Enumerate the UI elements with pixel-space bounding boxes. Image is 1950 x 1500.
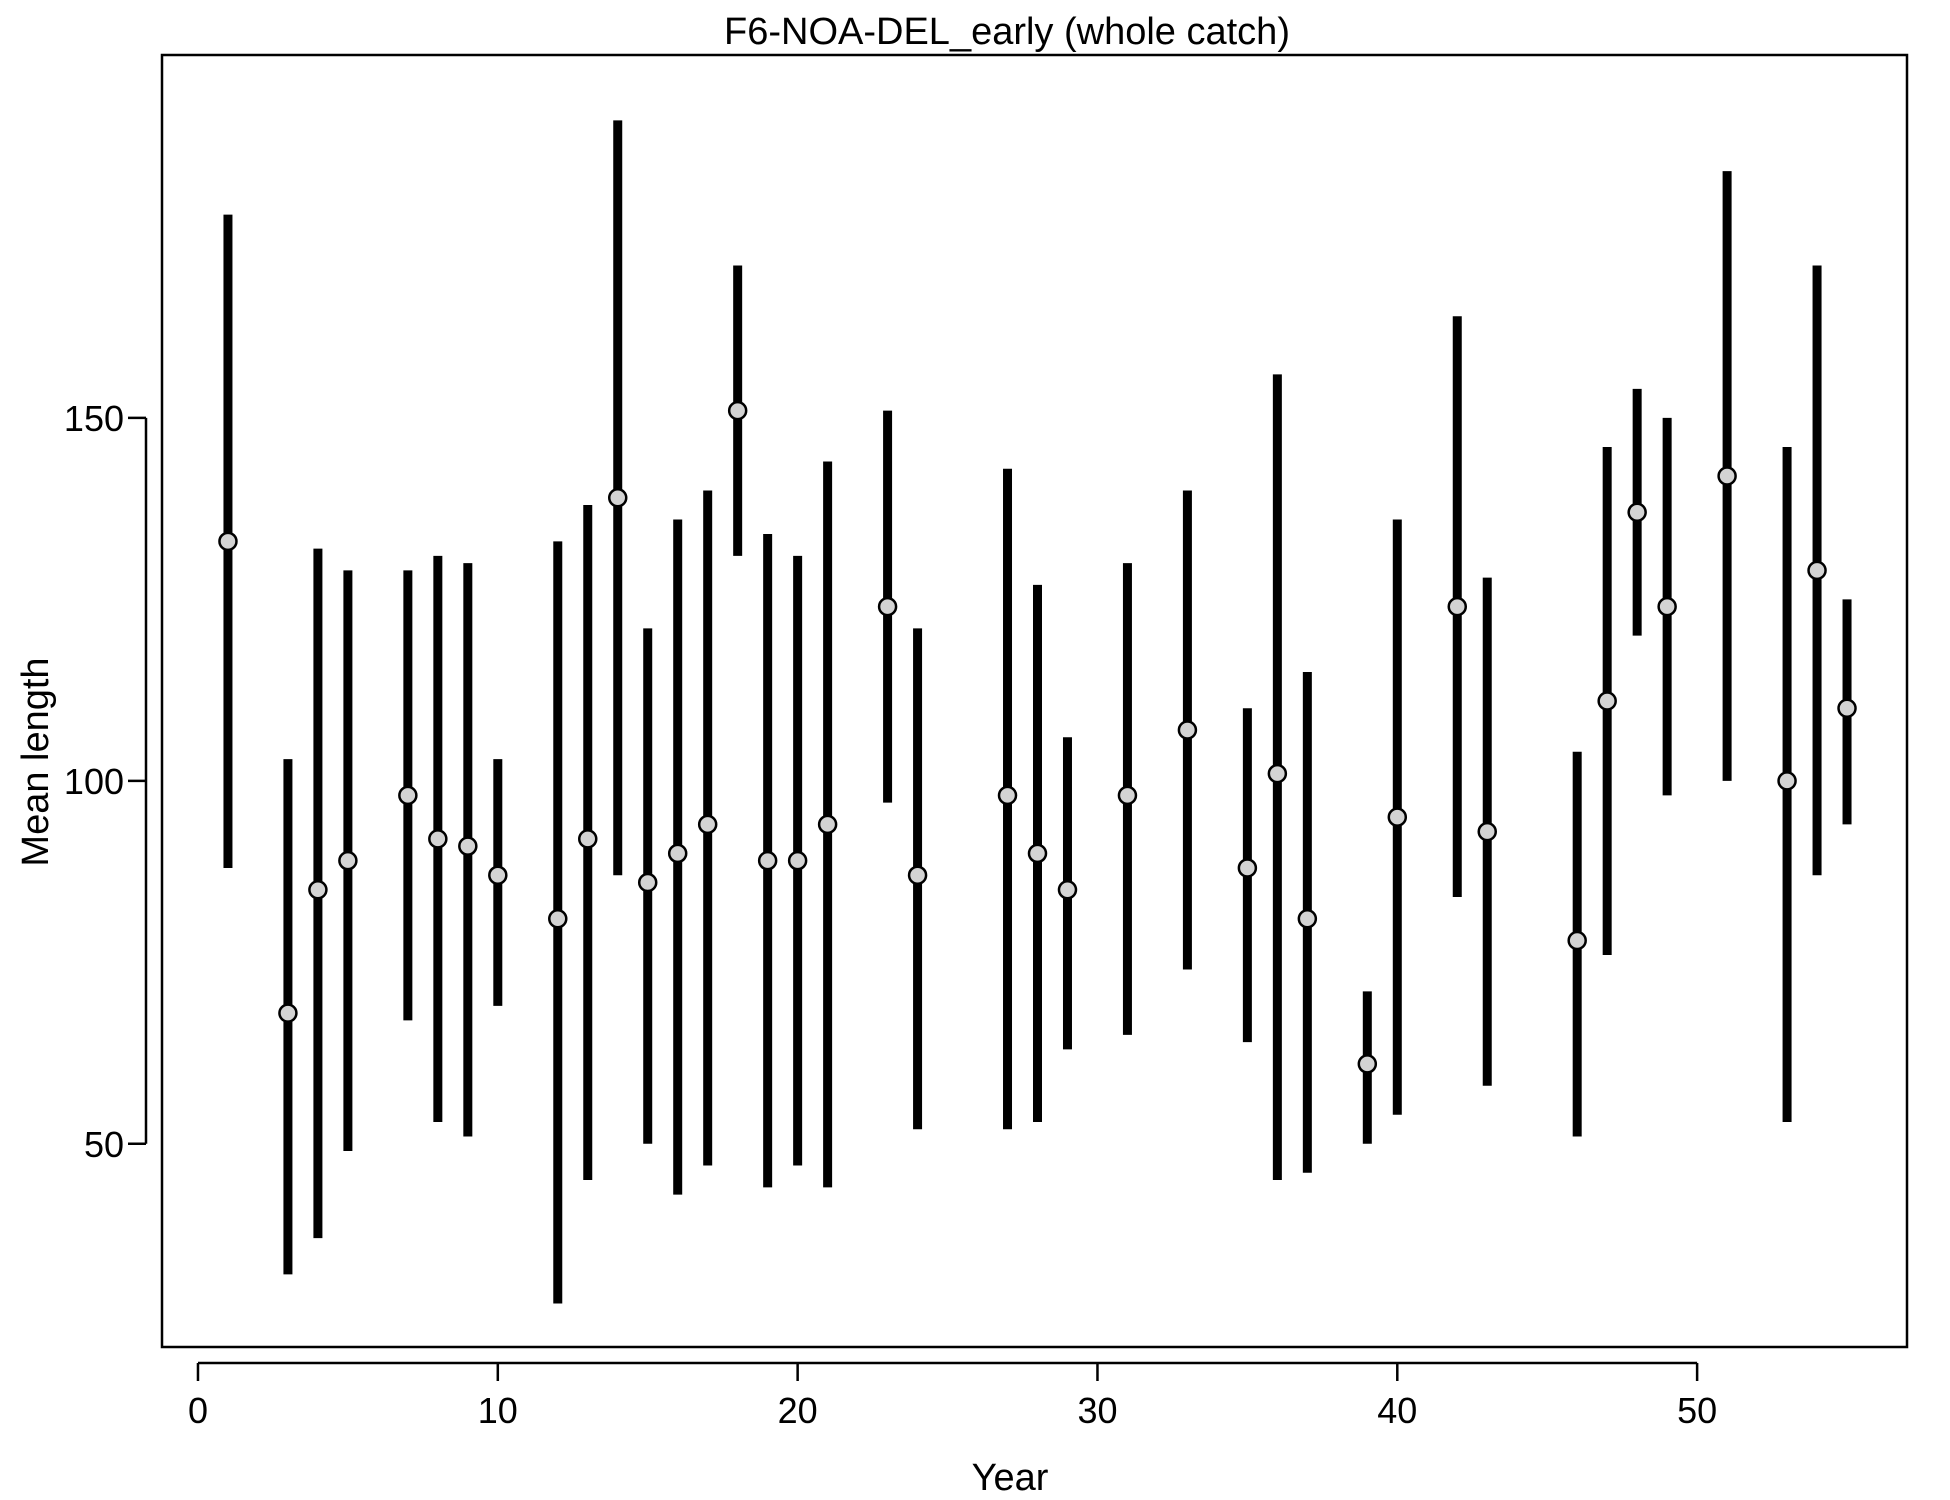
chart-title: F6-NOA-DEL_early (whole catch) [724,11,1290,53]
mean-point [398,785,418,806]
mean-point [1177,720,1198,740]
mean-point [787,850,808,871]
mean-point [308,879,328,900]
mean-point [607,488,628,508]
mean-point [278,1003,298,1023]
mean-point [548,909,568,929]
mean-point [1237,858,1258,878]
mean-point [637,872,658,893]
y-tick-label: 50 [84,1124,124,1165]
x-axis: 0 10 20 30 40 50 [188,1361,1717,1431]
x-axis-label: Year [972,1457,1049,1499]
mean-point [1057,879,1078,900]
mean-point [1597,691,1617,711]
mean-point [1297,909,1318,929]
mean-point [218,531,238,552]
mean-point [727,400,748,421]
data-series [218,120,1857,1304]
mean-point [1027,843,1048,864]
x-tick-label: 50 [1677,1390,1717,1431]
mean-point [1117,785,1138,806]
y-axis-label: Mean length [15,657,57,866]
mean-point [1717,466,1737,486]
mean-point [1627,502,1647,523]
mean-point [697,814,718,835]
mean-point [1357,1054,1378,1074]
mean-point [428,829,448,849]
mean-point [1477,821,1497,842]
y-axis: 50 100 150 [64,398,148,1165]
mean-point [1657,596,1677,617]
mean-point [757,850,778,871]
mean-point [907,865,928,885]
x-tick-label: 40 [1377,1390,1417,1431]
mean-point [578,829,598,849]
mean-point [1807,560,1827,581]
y-tick-label: 150 [64,398,124,439]
plot-frame [160,53,1909,1349]
mean-point [997,785,1018,806]
mean-point [667,843,688,864]
mean-point [1447,596,1468,617]
mean-point [877,596,898,617]
x-tick-label: 10 [478,1390,518,1431]
mean-point [817,814,838,835]
x-tick-label: 20 [778,1390,818,1431]
mean-point [1387,807,1408,827]
y-tick-label: 100 [64,761,124,802]
mean-point [1777,771,1797,791]
mean-point [1837,698,1857,719]
mean-point [1267,763,1288,784]
mean-point [1567,930,1587,951]
mean-point [488,865,508,885]
mean-point [338,850,358,871]
mean-point [458,836,478,856]
x-tick-label: 0 [188,1390,208,1431]
x-tick-label: 30 [1077,1390,1117,1431]
